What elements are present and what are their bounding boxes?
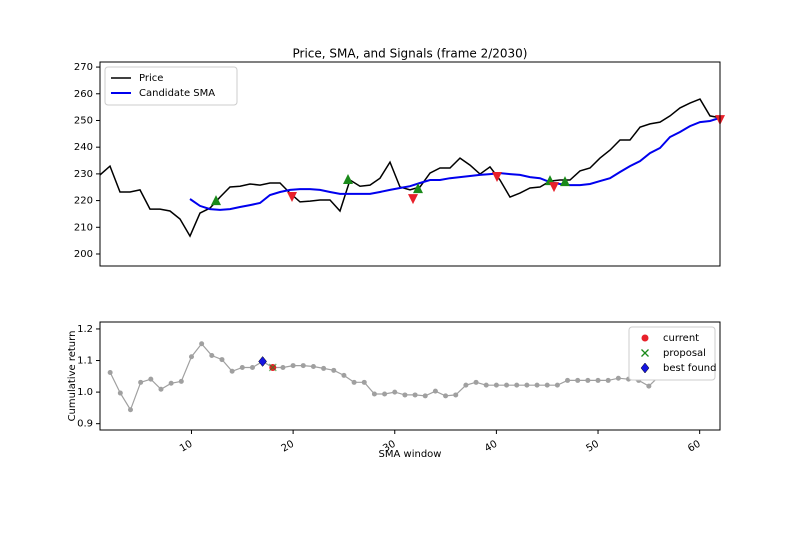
return-point	[249, 364, 255, 370]
return-point	[158, 386, 164, 392]
y-tick-label: 1.1	[77, 356, 93, 367]
sell-signal	[287, 192, 297, 203]
return-point	[585, 377, 591, 383]
buy-signal	[343, 174, 353, 185]
y-tick-label: 1.0	[77, 387, 93, 398]
return-point	[432, 388, 438, 394]
return-point	[493, 382, 499, 388]
return-point	[392, 389, 398, 395]
return-point	[554, 382, 560, 388]
y-tick-label: 220	[74, 196, 93, 207]
axes-frame	[99, 61, 721, 267]
y-tick-label: 230	[74, 169, 93, 180]
legend-box	[104, 66, 238, 106]
return-point	[209, 352, 215, 358]
legend: current proposal best found	[628, 326, 716, 381]
y-tick-label: 240	[74, 142, 93, 153]
return-point	[382, 391, 388, 397]
x-axis-label: SMA window	[379, 449, 442, 460]
y-tick-label: 250	[74, 115, 93, 126]
return-point	[331, 367, 337, 373]
legend-box	[628, 326, 716, 381]
y-tick-label: 0.9	[77, 419, 93, 430]
return-point	[361, 379, 367, 385]
y-tick-label: 260	[74, 89, 93, 100]
return-point	[575, 377, 581, 383]
legend-label: proposal	[663, 348, 706, 359]
y-tick-label: 270	[74, 62, 93, 73]
return-point	[412, 392, 418, 398]
return-point	[117, 390, 123, 396]
buy-signal	[413, 183, 423, 194]
return-point	[371, 391, 377, 397]
return-point	[443, 393, 449, 399]
return-point	[483, 382, 489, 388]
return-point	[544, 382, 550, 388]
return-point	[534, 382, 540, 388]
return-point	[422, 393, 428, 399]
legend-swatch	[641, 334, 649, 342]
legend-label: Candidate SMA	[139, 88, 215, 99]
return-point	[351, 379, 357, 385]
return-point	[300, 363, 306, 369]
return-point	[514, 382, 520, 388]
legend-swatch	[640, 362, 650, 374]
sell-signal	[408, 194, 418, 205]
return-point	[402, 392, 408, 398]
return-point	[605, 377, 611, 383]
best-found-marker	[258, 356, 267, 367]
sell-signal	[549, 182, 559, 193]
return-point	[178, 378, 184, 384]
y-tick-label: 210	[74, 222, 93, 233]
return-point	[473, 379, 479, 385]
return-point	[310, 364, 316, 370]
return-point	[463, 382, 469, 388]
buy-signal	[211, 195, 221, 206]
price-line	[100, 98, 720, 238]
legend: Price Candidate SMA	[104, 66, 238, 106]
axes-frame	[99, 321, 721, 431]
return-point	[646, 383, 652, 389]
return-point	[168, 380, 174, 386]
return-point	[127, 407, 133, 413]
price-line	[189, 116, 720, 211]
return-point	[290, 363, 296, 369]
return-point	[321, 365, 327, 371]
y-axis-label: Cumulative return	[67, 331, 78, 422]
return-point	[341, 372, 347, 378]
return-point	[188, 354, 194, 360]
return-point	[219, 357, 225, 363]
return-point	[138, 379, 144, 385]
legend-label: Price	[139, 73, 163, 84]
proposal-marker	[268, 363, 277, 372]
return-point	[524, 382, 530, 388]
return-point	[199, 341, 205, 347]
y-tick-label: 200	[74, 249, 93, 260]
return-point	[504, 382, 510, 388]
return-point	[615, 375, 621, 381]
legend-swatch	[641, 349, 649, 357]
return-point	[229, 368, 235, 374]
y-tick-label: 1.2	[77, 324, 93, 335]
return-point	[595, 377, 601, 383]
return-point	[107, 370, 113, 376]
legend-label: current	[663, 333, 699, 344]
chart-title: Price, SMA, and Signals (frame 2/2030)	[292, 47, 527, 61]
legend-label: best found	[663, 363, 716, 374]
return-point	[148, 376, 154, 382]
return-point	[565, 377, 571, 383]
sell-signal	[492, 172, 502, 183]
return-point	[453, 392, 459, 398]
return-point	[280, 364, 286, 370]
buy-signal	[560, 176, 570, 187]
return-point	[239, 364, 245, 370]
